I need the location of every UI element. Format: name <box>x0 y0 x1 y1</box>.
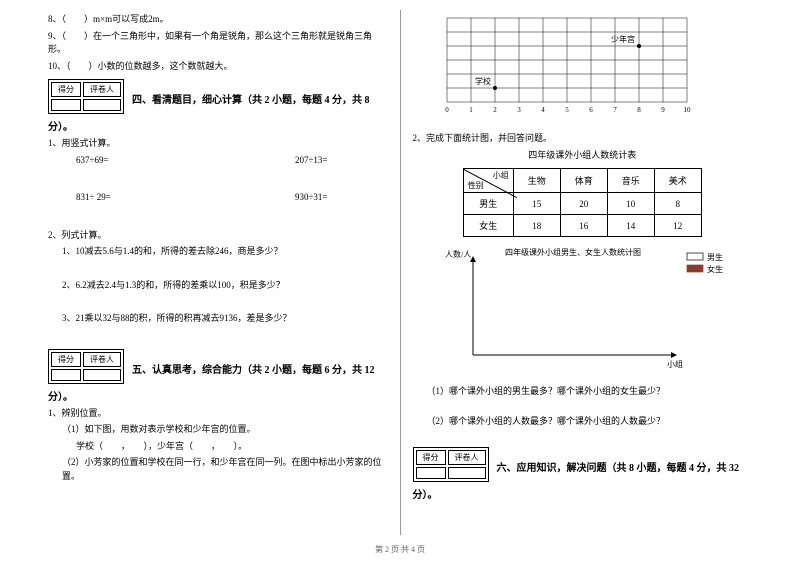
grader-cell <box>448 467 486 479</box>
section-5-title: 五、认真思考，综合能力（共 2 小题，每题 6 分，共 12 <box>132 365 375 376</box>
svg-text:3: 3 <box>517 106 521 114</box>
svg-text:8: 8 <box>637 106 641 114</box>
calc-2a: 831÷ 29= <box>76 191 111 205</box>
axis-chart: 人数/人小组 四年级课外小组男生、女生人数统计图男生女生 <box>443 245 753 377</box>
svg-text:人数/人: 人数/人 <box>445 249 471 259</box>
calc-2b: 930÷31= <box>295 191 328 205</box>
s4-q2: 2、列式计算。 <box>48 229 388 243</box>
grader-label: 评卷人 <box>83 82 121 97</box>
svg-text:0: 0 <box>445 106 449 114</box>
grader-cell <box>83 369 121 381</box>
table-title: 四年级课外小组人数统计表 <box>413 149 753 163</box>
page-footer: 第 2 页 共 4 页 <box>0 540 800 559</box>
calc-row-2: 831÷ 29= 930÷31= <box>48 191 388 205</box>
section-6-header: 得分评卷人 六、应用知识，解决问题（共 8 小题，每题 4 分，共 32 <box>413 447 753 482</box>
axis-svg: 人数/人小组 四年级课外小组男生、女生人数统计图男生女生 <box>443 245 733 375</box>
sub-q2: （2）哪个课外小组的人数最多？哪个课外小组的人数最少？ <box>413 415 753 429</box>
s5-q1: 1、辨别位置。 <box>48 407 388 421</box>
score-cell <box>51 99 81 111</box>
tf-q9: 9、（ ）在一个三角形中，如果有一个角是锐角，那么这个三角形就是锐角三角形。 <box>48 30 388 57</box>
calc-row-1: 637÷69= 207÷13= <box>48 154 388 168</box>
svg-text:7: 7 <box>613 106 617 114</box>
score-box: 得分评卷人 <box>413 447 489 482</box>
right-column: 0 1 2 3 4 5 6 7 8 9 10 学校 少年宫 2、完成下面统计图，并回答问题。 四年级课外… <box>405 10 761 535</box>
s4-q2-3: 3、21乘以32与88的积，所得的积再减去9136，差是多少？ <box>48 312 388 326</box>
sub-q1: （1）哪个课外小组的男生最多？哪个课外小组的女生最少？ <box>413 385 753 399</box>
calc-1b: 207÷13= <box>295 154 328 168</box>
s4-q2-2: 2、6.2减去2.4与1.3的和，所得的差乘以100，积是多少？ <box>48 279 388 293</box>
score-cell <box>51 369 81 381</box>
section-4-title-end: 分）。 <box>48 118 388 133</box>
svg-text:4: 4 <box>541 106 545 114</box>
svg-text:5: 5 <box>565 106 569 114</box>
section-5-title-end: 分）。 <box>48 388 388 403</box>
calc-1a: 637÷69= <box>76 154 109 168</box>
grader-label: 评卷人 <box>448 450 486 465</box>
section-4-header: 得分评卷人 四、看清题目，细心计算（共 2 小题，每题 4 分，共 8 <box>48 79 388 114</box>
page: 8、（ ）m×m可以写成2m。 9、（ ）在一个三角形中，如果有一个角是锐角，那… <box>0 0 800 540</box>
score-label: 得分 <box>51 82 81 97</box>
svg-text:小组: 小组 <box>667 359 683 369</box>
s4-q2-1: 1、10减去5.6与1.4的和，所得的差去除246，商是多少？ <box>48 245 388 259</box>
s5-q1-1b: 学校（ ， ），少年宫（ ， ）。 <box>48 440 388 454</box>
svg-text:女生: 女生 <box>707 264 723 274</box>
score-box: 得分评卷人 <box>48 79 124 114</box>
score-label: 得分 <box>416 450 446 465</box>
svg-text:少年宫: 少年宫 <box>611 34 635 44</box>
svg-text:9: 9 <box>661 106 665 114</box>
section-4-title: 四、看清题目，细心计算（共 2 小题，每题 4 分，共 8 <box>132 95 370 106</box>
svg-text:男生: 男生 <box>707 252 723 262</box>
grader-label: 评卷人 <box>83 352 121 367</box>
score-box: 得分评卷人 <box>48 349 124 384</box>
svg-text:6: 6 <box>589 106 593 114</box>
svg-text:学校: 学校 <box>475 76 491 86</box>
grid-chart: 0 1 2 3 4 5 6 7 8 9 10 学校 少年宫 <box>433 14 753 124</box>
q2-intro: 2、完成下面统计图，并回答问题。 <box>413 132 753 146</box>
section-6-title: 六、应用知识，解决问题（共 8 小题，每题 4 分，共 32 <box>497 463 740 474</box>
tf-q8: 8、（ ）m×m可以写成2m。 <box>48 13 388 27</box>
s4-q1: 1、用竖式计算。 <box>48 137 388 151</box>
svg-text:10: 10 <box>683 106 691 114</box>
stat-table: 小组性别生物体育音乐美术男生1520108女生18161412 <box>463 168 702 237</box>
section-5-header: 得分评卷人 五、认真思考，综合能力（共 2 小题，每题 6 分，共 12 <box>48 349 388 384</box>
section-6-title-end: 分）。 <box>413 486 753 501</box>
score-cell <box>416 467 446 479</box>
svg-text:2: 2 <box>493 106 497 114</box>
svg-text:1: 1 <box>469 106 473 114</box>
score-label: 得分 <box>51 352 81 367</box>
column-divider <box>400 10 401 535</box>
tf-q10: 10、（ ）小数的位数越多，这个数就越大。 <box>48 60 388 74</box>
svg-text:四年级课外小组男生、女生人数统计图: 四年级课外小组男生、女生人数统计图 <box>505 247 641 257</box>
s5-q1-1: （1）如下图，用数对表示学校和少年宫的位置。 <box>48 423 388 437</box>
grader-cell <box>83 99 121 111</box>
s5-q1-2: （2）小芳家的位置和学校在同一行，和少年宫在同一列。在图中标出小芳家的位置。 <box>48 456 388 483</box>
grid-svg: 0 1 2 3 4 5 6 7 8 9 10 学校 少年宫 <box>433 14 703 124</box>
left-column: 8、（ ）m×m可以写成2m。 9、（ ）在一个三角形中，如果有一个角是锐角，那… <box>40 10 396 535</box>
